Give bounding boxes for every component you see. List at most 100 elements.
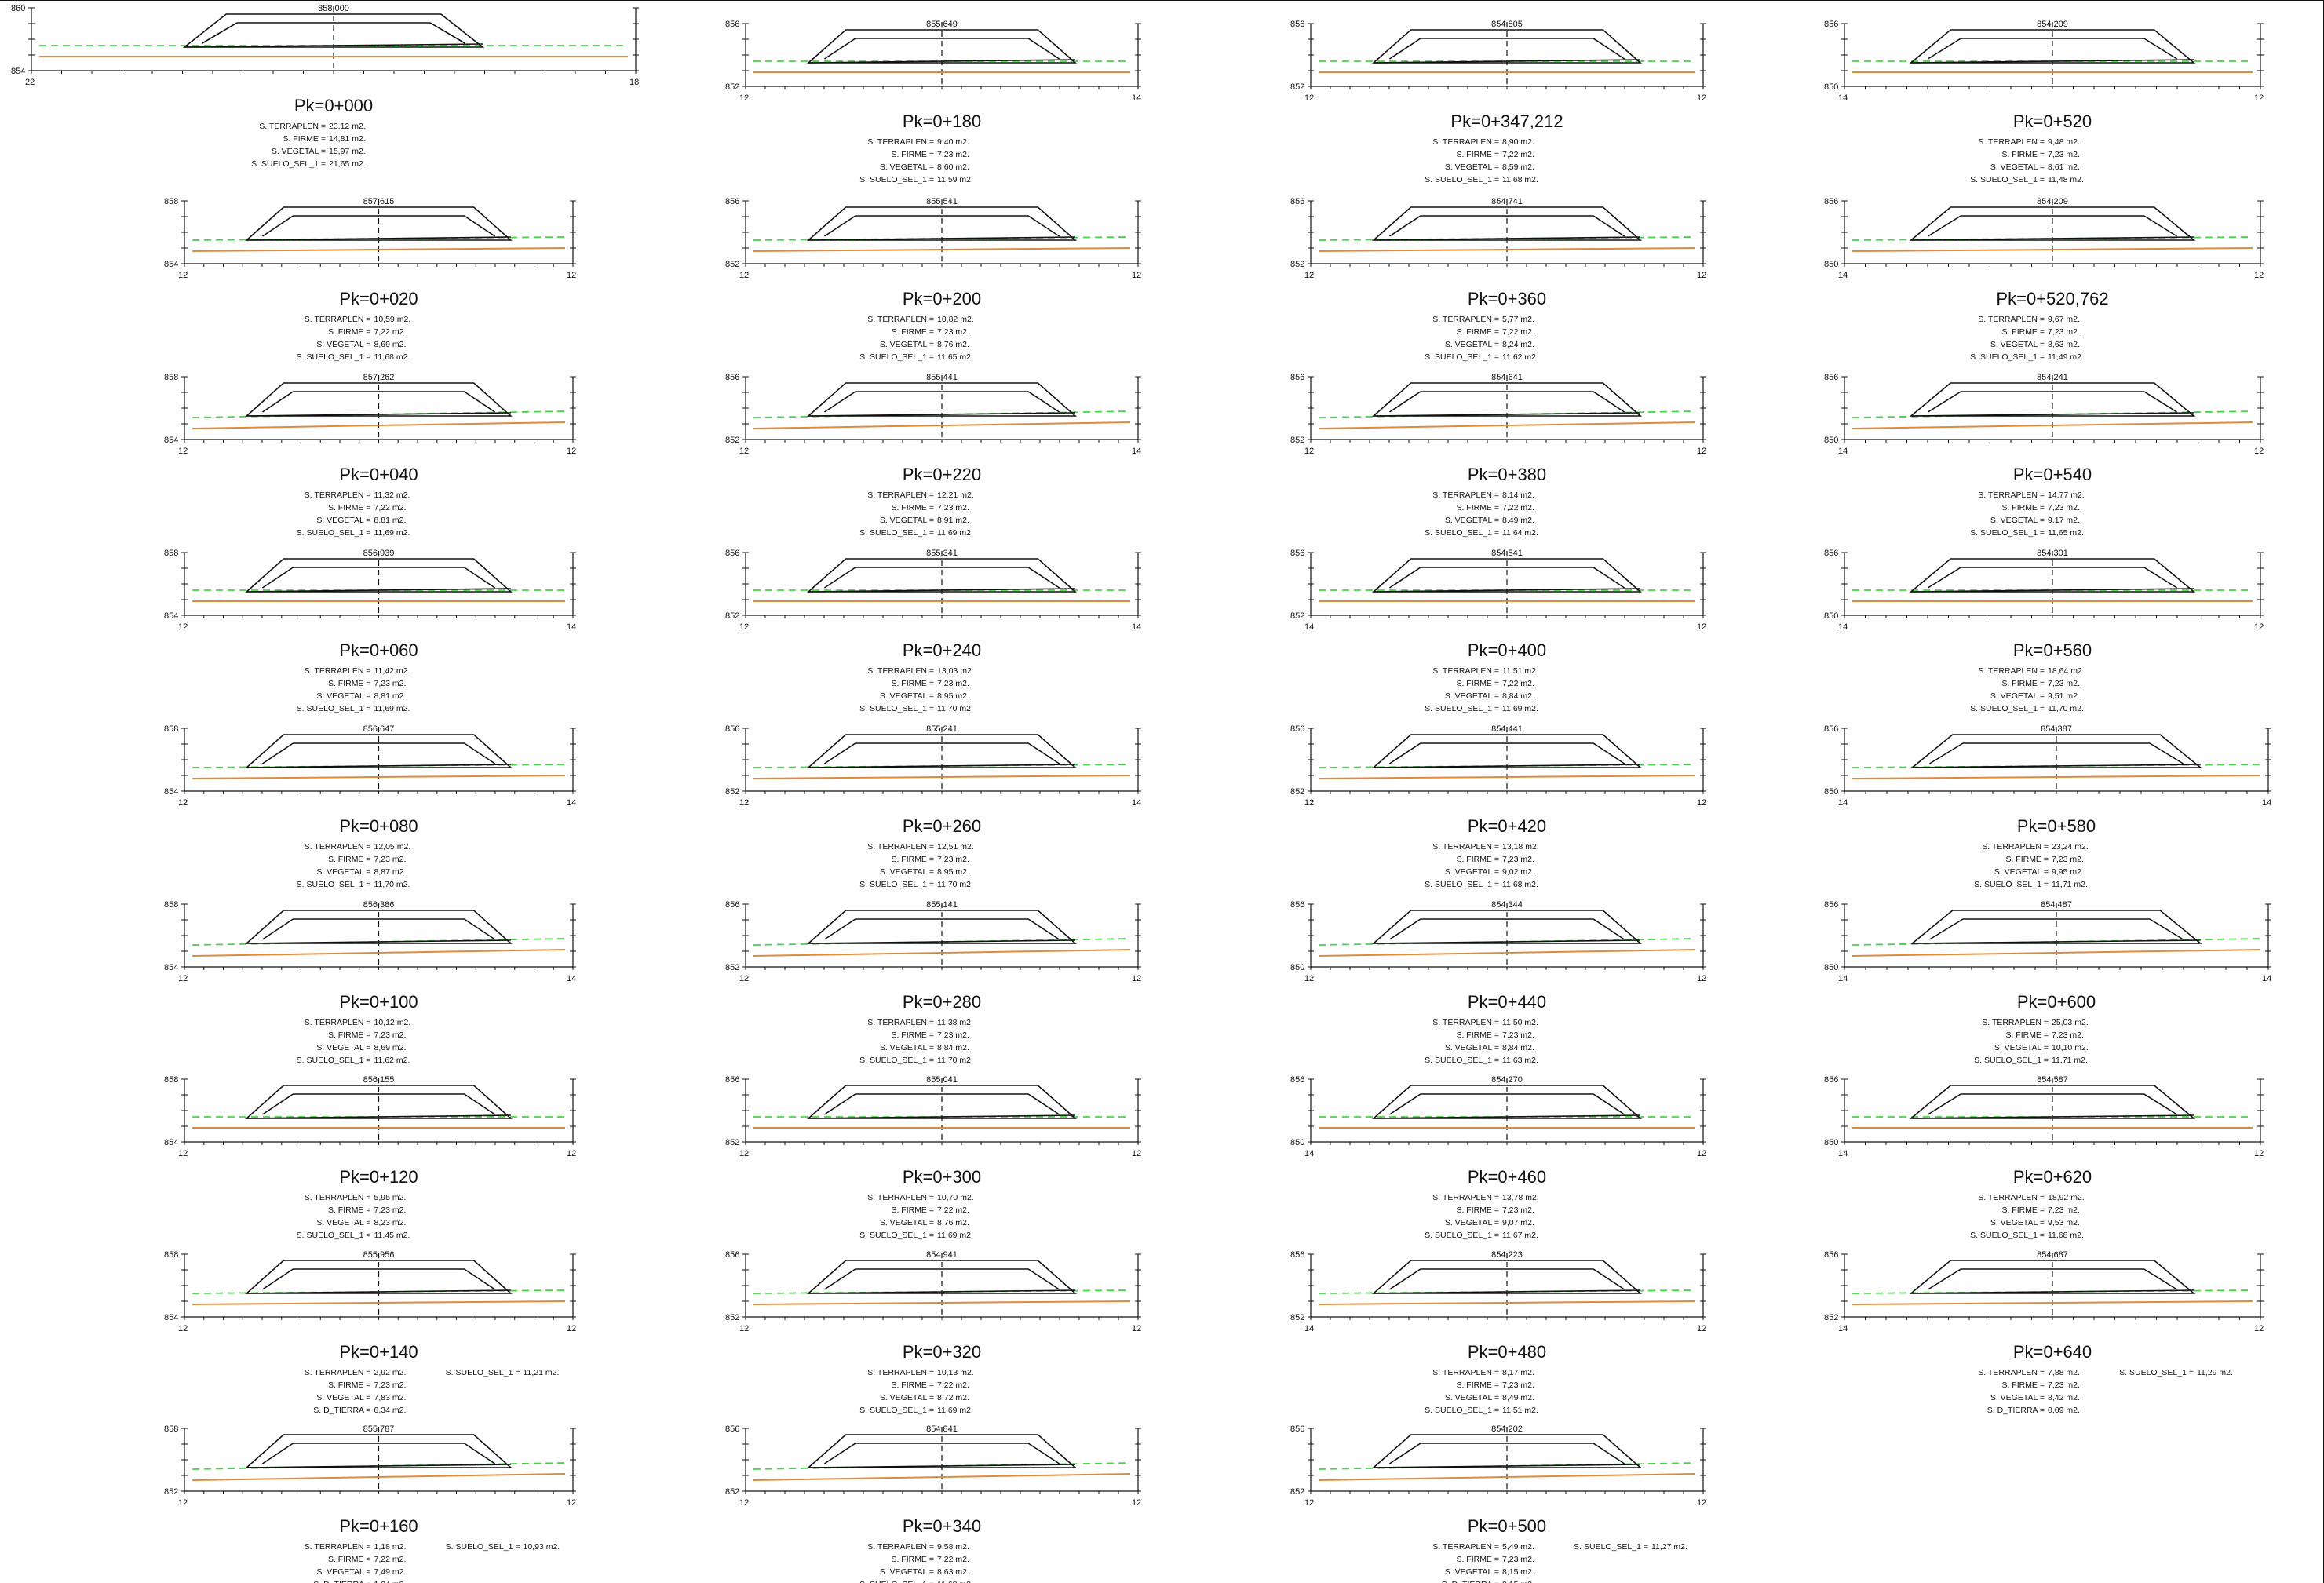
pavement-layer <box>1927 1268 2178 1290</box>
station-label: Pk=0+020 <box>339 289 418 308</box>
subgrade-line <box>1373 1464 1641 1468</box>
area-label: S. SUELO_SEL_1 = <box>446 1542 520 1552</box>
offset-left-label: 14 <box>1838 447 1848 456</box>
axis-elevation-label: 856,939 <box>363 549 395 558</box>
area-value: 11,50 m2. <box>1502 1018 1538 1027</box>
area-value: 25,03 m2. <box>2052 1018 2089 1027</box>
area-label: S. FIRME = <box>2001 327 2045 337</box>
elevation-max-label: 856 <box>725 724 739 734</box>
embankment-outline <box>1371 382 1643 417</box>
elevation-max-label: 856 <box>725 197 739 206</box>
subgrade-line <box>1912 764 2201 768</box>
pavement-layer <box>1929 918 2184 940</box>
area-value: 10,70 m2. <box>937 1193 974 1202</box>
area-label: S. FIRME = <box>1456 1205 1499 1215</box>
elevation-min-label: 852 <box>164 1487 178 1497</box>
area-value: 9,40 m2. <box>937 137 969 147</box>
area-label: S. TERRAPLEN = <box>305 1368 371 1377</box>
area-value: 11,68 m2. <box>937 1580 973 1583</box>
area-label: S. VEGETAL = <box>1990 1218 2045 1227</box>
area-label: S. SUELO_SEL_1 = <box>859 175 934 184</box>
elevation-min-label: 854 <box>164 436 178 445</box>
area-value: 11,65 m2. <box>937 352 973 362</box>
area-value: 8,14 m2. <box>1502 491 1534 500</box>
offset-right-label: 12 <box>1697 1324 1706 1333</box>
axis-elevation-label: 857,615 <box>363 197 395 206</box>
area-label: S. TERRAPLEN = <box>867 1542 934 1552</box>
offset-right-label: 14 <box>1132 622 1141 632</box>
elevation-min-label: 854 <box>164 260 178 269</box>
offset-left-label: 12 <box>1304 447 1314 456</box>
area-label: S. VEGETAL = <box>1445 1043 1499 1052</box>
offset-left-label: 14 <box>1838 1324 1848 1333</box>
offset-right-label: 12 <box>1697 447 1706 456</box>
elevation-min-label: 850 <box>1824 963 1838 972</box>
offset-left-label: 12 <box>739 622 749 632</box>
area-label: S. TERRAPLEN = <box>305 1193 371 1202</box>
area-value: 7,23 m2. <box>937 150 969 159</box>
area-value: 7,22 m2. <box>1502 679 1534 688</box>
elevation-max-label: 856 <box>1824 197 1838 206</box>
subgrade-line <box>1373 236 1641 241</box>
area-label: S. SUELO_SEL_1 = <box>2119 1368 2194 1377</box>
area-value: 11,70 m2. <box>2048 704 2084 713</box>
embankment-outline <box>806 382 1078 417</box>
area-label: S. TERRAPLEN = <box>305 1542 371 1552</box>
area-label: S. SUELO_SEL_1 = <box>1970 352 2045 362</box>
area-label: S. VEGETAL = <box>1445 340 1499 349</box>
area-value: 11,68 m2. <box>2048 1231 2084 1240</box>
pavement-layer <box>261 567 496 589</box>
elevation-max-label: 856 <box>1290 549 1304 558</box>
area-label: S. TERRAPLEN = <box>1978 1368 2045 1377</box>
area-value: 11,51 m2. <box>1502 1406 1538 1415</box>
area-label: S. VEGETAL = <box>1445 516 1499 525</box>
offset-right-label: 14 <box>567 622 576 632</box>
area-value: 12,05 m2. <box>374 842 411 852</box>
pavement-layer <box>1388 567 1625 589</box>
area-label: S. FIRME = <box>328 855 371 864</box>
elevation-min-label: 852 <box>725 1313 739 1322</box>
area-value: 9,07 m2. <box>1502 1218 1534 1227</box>
offset-right-label: 12 <box>1697 974 1706 983</box>
subgrade-line <box>808 764 1076 768</box>
subgrade-line <box>1910 412 2194 417</box>
axis-elevation-label: 855,241 <box>926 724 958 734</box>
area-value: 8,72 m2. <box>937 1393 969 1402</box>
elevation-min-label: 854 <box>164 1138 178 1147</box>
embankment-outline <box>245 734 513 768</box>
area-value: 15,97 m2. <box>329 147 366 156</box>
area-value: 7,22 m2. <box>374 503 407 512</box>
subgrade-line <box>1373 588 1641 593</box>
pavement-layer <box>1927 391 2178 413</box>
area-value: 11,62 m2. <box>1502 352 1538 362</box>
area-value: 10,93 m2. <box>524 1542 560 1552</box>
terrain-line <box>1852 949 2261 957</box>
pavement-layer <box>823 1443 1060 1464</box>
area-label: S. VEGETAL = <box>1445 1393 1499 1402</box>
area-label: S. VEGETAL = <box>316 516 370 525</box>
area-value: 8,15 m2. <box>1502 1567 1534 1577</box>
area-value: 7,22 m2. <box>1502 327 1534 337</box>
elevation-max-label: 858 <box>164 1250 178 1260</box>
station-label: Pk=0+340 <box>903 1516 981 1536</box>
elevation-max-label: 860 <box>11 4 25 13</box>
area-value: 8,42 m2. <box>2048 1393 2080 1402</box>
area-value: 11,38 m2. <box>937 1018 973 1027</box>
axis-elevation-label: 855,041 <box>926 1075 958 1085</box>
area-label: S. TERRAPLEN = <box>867 1018 934 1027</box>
area-value: 8,87 m2. <box>374 867 407 877</box>
station-label: Pk=0+520,762 <box>1996 289 2108 308</box>
area-value: 0,09 m2. <box>2048 1406 2080 1415</box>
terrain-line <box>192 1300 566 1305</box>
area-label: S. VEGETAL = <box>316 867 370 877</box>
elevation-min-label: 850 <box>1824 260 1838 269</box>
subgrade-line <box>1373 412 1641 417</box>
elevation-max-label: 856 <box>1290 1075 1304 1085</box>
station-label: Pk=0+320 <box>903 1342 981 1362</box>
area-label: S. VEGETAL = <box>880 340 934 349</box>
subgrade-line <box>1910 236 2194 241</box>
station-label: Pk=0+440 <box>1468 992 1546 1012</box>
area-label: S. D_TIERRA = <box>1442 1580 1499 1583</box>
